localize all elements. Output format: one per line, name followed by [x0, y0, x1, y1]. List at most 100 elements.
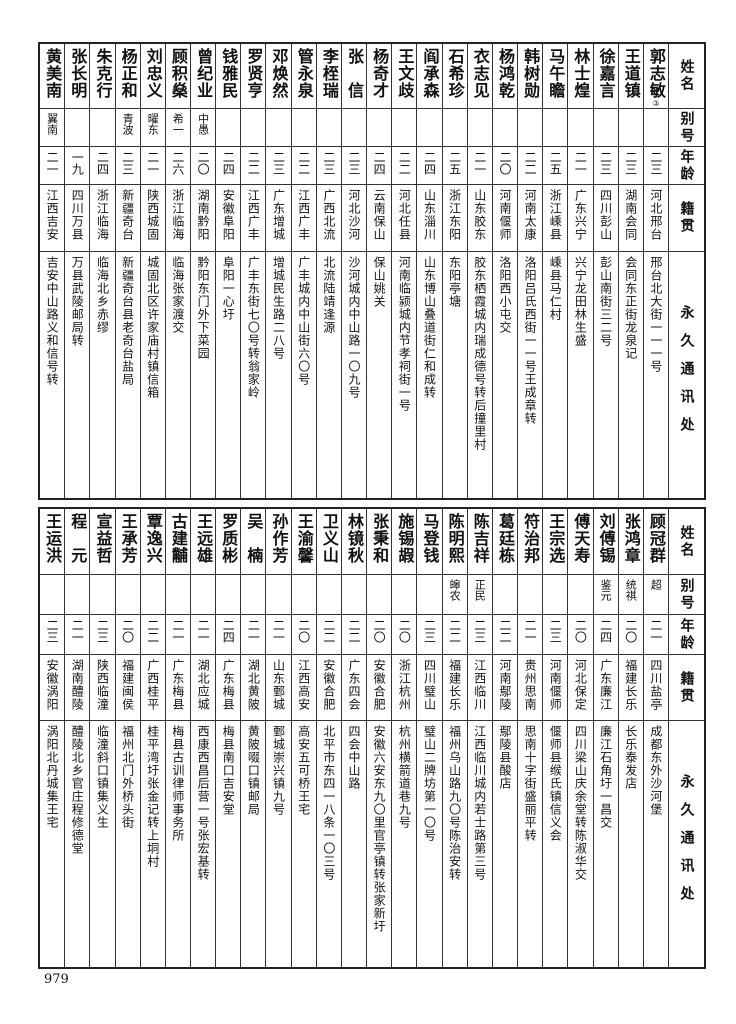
- alias-cell: 曜东: [140, 109, 165, 147]
- person-record: 阎承森 二四 山东淄川 山东博山叠道街仁和成转: [416, 44, 442, 498]
- person-record: 杨鸿乾 二〇 河南偃师 洛阳西小屯交: [491, 44, 518, 498]
- age-text: 二二: [246, 151, 261, 175]
- origin-text: 江西广丰: [296, 189, 311, 241]
- age-cell: 二二: [291, 147, 316, 185]
- address-cell: 东阳亭塘: [443, 252, 467, 498]
- address-text: 吉安中山路义和信号转: [45, 256, 60, 386]
- address-text: 山东博山叠道街仁和成转: [422, 256, 437, 399]
- age-text: 二一: [170, 619, 185, 643]
- header-address: 永久通讯处: [669, 252, 704, 498]
- origin-text: 江西吉安: [45, 189, 60, 241]
- origin-cell: 湖南黔阳: [191, 185, 216, 252]
- name-cell: 罗贤亨: [241, 44, 266, 109]
- age-cell: 二〇: [568, 615, 593, 655]
- address-cell: 璧山二牌坊第一〇号: [417, 721, 441, 967]
- age-text: 二五: [548, 151, 563, 175]
- age-cell: 二一: [467, 147, 492, 185]
- address-text: 梅县南口吉安堂: [221, 725, 236, 816]
- person-record: 徐嘉言 二三 四川彭山 彭山南街三二号: [592, 44, 618, 498]
- address-text: 嵊县马仁村: [548, 256, 563, 321]
- address-cell: 高安五可桥王宅: [292, 721, 316, 967]
- age-cell: 二一: [191, 615, 216, 655]
- name-text: 马登钱: [420, 513, 440, 564]
- address-text: 阜阳一心圩: [221, 256, 236, 321]
- age-text: 二一: [573, 151, 588, 175]
- address-text: 万县武陵邮局转: [70, 256, 85, 347]
- address-cell: 梅县南口吉安堂: [216, 721, 240, 967]
- origin-text: 广东兴宁: [573, 189, 588, 241]
- age-text: 二二: [347, 619, 362, 643]
- name-cell: 顾积燊: [165, 44, 190, 109]
- age-cell: 二二: [442, 615, 467, 655]
- address-text: 临潼斜口镇集义生: [95, 725, 110, 829]
- address-cell: 黄陂啜口镇邮局: [241, 721, 265, 967]
- alias-text: 曜东: [146, 113, 160, 135]
- person-record: 傅天寿 二〇 河北保定 四川梁山庆余堂转陈淑华交: [567, 509, 593, 967]
- age-text: 二四: [221, 619, 236, 643]
- alias-cell: [442, 109, 467, 147]
- age-cell: 二一: [165, 615, 190, 655]
- age-text: 二二: [523, 151, 538, 175]
- origin-cell: 陕西临潼: [90, 655, 115, 721]
- age-text: 一九: [70, 151, 85, 175]
- address-cell: 山东博山叠道街仁和成转: [417, 252, 441, 498]
- age-cell: 二三: [90, 615, 115, 655]
- person-record: 覃逸兴 二二 广西桂平 桂平湾圩张金记转上垌村: [139, 509, 165, 967]
- header-label: 别号: [678, 110, 695, 145]
- name-text: 石希珍: [445, 48, 465, 99]
- address-text: 醴陵北乡官庄程修德堂: [70, 725, 85, 855]
- age-text: 二二: [447, 619, 462, 643]
- header-origin: 籍贯: [668, 655, 704, 721]
- alias-cell: [593, 109, 618, 147]
- name-text: 罗质彬: [219, 513, 239, 564]
- address-cell: 鄢陵县酸店: [493, 721, 517, 967]
- address-text: 北平市东四一八条一〇三号: [321, 725, 336, 881]
- origin-cell: 安徽合肥: [316, 655, 341, 721]
- origin-text: 河南偃师: [497, 189, 512, 241]
- name-cell: 刘忠义: [140, 44, 165, 109]
- age-text: 二三: [45, 619, 60, 643]
- name-text: 张秉和: [370, 513, 390, 564]
- origin-cell: 浙江东阳: [442, 185, 467, 252]
- alias-cell: 翼南: [40, 109, 65, 147]
- header-label: 籍贯: [678, 670, 695, 705]
- origin-text: 广东梅县: [170, 659, 185, 711]
- person-record: 顾冠群超二一 四川盐亭 成都东外沙河堡: [642, 509, 668, 967]
- person-record: 张 信二三 河北沙河 沙河城内中山路一〇九号: [340, 44, 367, 498]
- address-cell: 河南临颍城内节孝祠街一号: [392, 252, 416, 498]
- origin-cell: 河北邢台: [643, 185, 668, 252]
- alias-text: 青波: [121, 113, 135, 135]
- address-cell: 安徽六安东九〇里官亭镇转张家新圩: [367, 721, 391, 967]
- alias-text: 鉴元: [599, 579, 613, 601]
- name-text: 陈吉祥: [470, 513, 490, 564]
- alias-cell: [568, 109, 593, 147]
- name-cell: 郭志敏 ③: [643, 44, 668, 109]
- origin-text: 广东增城: [271, 189, 286, 241]
- age-cell: 二〇: [291, 615, 316, 655]
- age-text: 二三: [472, 619, 487, 643]
- name-cell: 衣志见: [467, 44, 492, 109]
- age-text: 二一: [70, 619, 85, 643]
- age-cell: 二四: [367, 147, 392, 185]
- origin-cell: 河北任县: [392, 185, 417, 252]
- age-cell: 二一: [40, 147, 65, 185]
- name-cell: 邓焕然: [266, 44, 291, 109]
- age-cell: 二一: [65, 615, 90, 655]
- alias-cell: [216, 109, 241, 147]
- origin-cell: 湖南醴陵: [65, 655, 90, 721]
- name-cell: 马登钱: [417, 509, 442, 575]
- person-record: 马午瞻 二五 浙江嵊县 嵊县马仁村: [542, 44, 568, 498]
- origin-text: 河南偃师: [548, 659, 563, 711]
- age-text: 二二: [145, 619, 160, 643]
- person-record: 邓焕然 二三 广东增城 增城民生路二八号: [265, 44, 291, 498]
- name-text: 衣志见: [470, 48, 490, 99]
- person-record: 陈明熙 皞农 二二 福建长乐 福州乌山路九〇号陈治安转: [441, 509, 467, 967]
- person-record: 张秉和 二〇 安徽合肥 安徽六安东九〇里官亭镇转张家新圩: [366, 509, 392, 967]
- age-cell: 二五: [442, 147, 467, 185]
- address-cell: 涡阳北丹城集王宅: [40, 721, 64, 967]
- header-label: 别号: [678, 577, 695, 612]
- origin-text: 广东梅县: [221, 659, 236, 711]
- age-cell: 二三: [266, 147, 291, 185]
- person-record: 罗贤亨 二二 江西广丰 广丰东街七〇号转翁家岭: [240, 44, 266, 498]
- origin-cell: 广东梅县: [216, 655, 241, 721]
